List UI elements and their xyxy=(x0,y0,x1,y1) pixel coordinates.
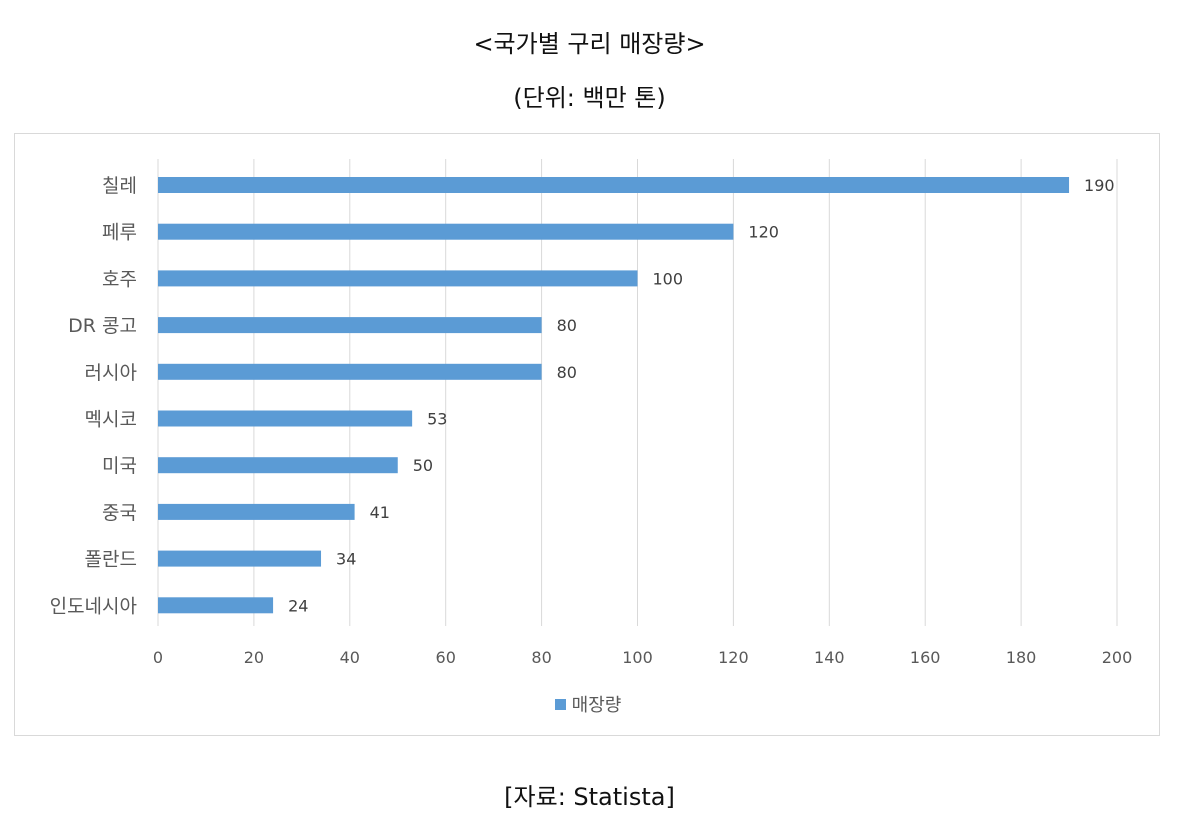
chart-unit-subtitle: (단위: 백만 톤) xyxy=(513,84,666,112)
data-label: 120 xyxy=(748,223,779,242)
data-label: 80 xyxy=(557,316,577,335)
x-tick-label: 180 xyxy=(1006,648,1037,667)
category-label: 호주 xyxy=(102,268,137,290)
legend-swatch xyxy=(554,699,566,710)
bar xyxy=(158,223,734,240)
x-tick-label: 160 xyxy=(910,648,941,667)
x-tick-label: 60 xyxy=(436,648,456,667)
x-tick-label: 0 xyxy=(153,648,163,667)
chart-title: <국가별 구리 매장량> xyxy=(473,30,706,58)
category-label: 칠레 xyxy=(102,175,137,197)
x-tick-label: 80 xyxy=(531,648,551,667)
x-tick-label: 140 xyxy=(814,648,845,667)
chart-area: 칠레 페루 호주 DR 콩고 러시아 멕시코 미국 중국 폴란드 인도네시아 0 20 40 60 80 1… xyxy=(14,133,1160,736)
data-label: 24 xyxy=(288,596,308,615)
bar xyxy=(158,503,355,520)
legend-label: 매장량 xyxy=(571,695,622,716)
category-label: 멕시코 xyxy=(85,409,137,431)
bar xyxy=(158,457,398,474)
bar xyxy=(158,410,413,427)
x-tick-label: 40 xyxy=(340,648,360,667)
bar xyxy=(158,363,542,380)
bar xyxy=(158,550,322,567)
data-label: 100 xyxy=(653,269,684,288)
category-label: 페루 xyxy=(102,222,137,244)
category-label: 러시아 xyxy=(85,362,137,384)
data-labels: 190 120 100 80 80 53 50 41 34 24 xyxy=(288,176,1115,615)
category-label: 폴란드 xyxy=(85,549,137,571)
source-note: [자료: Statista] xyxy=(504,783,675,811)
category-label: DR 콩고 xyxy=(68,315,137,337)
bar xyxy=(158,270,638,287)
data-label: 34 xyxy=(336,550,356,569)
data-label: 190 xyxy=(1084,176,1115,195)
data-label: 80 xyxy=(557,363,577,382)
bar xyxy=(158,177,1070,193)
x-tick-labels: 0 20 40 60 80 100 120 140 160 180 200 xyxy=(153,648,1132,667)
bars xyxy=(158,177,1070,614)
data-label: 41 xyxy=(370,503,390,522)
legend: 매장량 xyxy=(15,691,1161,717)
bar xyxy=(158,597,274,614)
category-label: 중국 xyxy=(102,502,137,524)
x-tick-label: 200 xyxy=(1102,648,1133,667)
data-label: 50 xyxy=(413,456,433,475)
category-label: 미국 xyxy=(102,455,137,477)
data-label: 53 xyxy=(427,410,447,429)
x-tick-label: 20 xyxy=(244,648,264,667)
x-tick-label: 120 xyxy=(718,648,749,667)
bar xyxy=(158,317,542,334)
category-label: 인도네시아 xyxy=(50,595,137,617)
x-tick-label: 100 xyxy=(622,648,653,667)
